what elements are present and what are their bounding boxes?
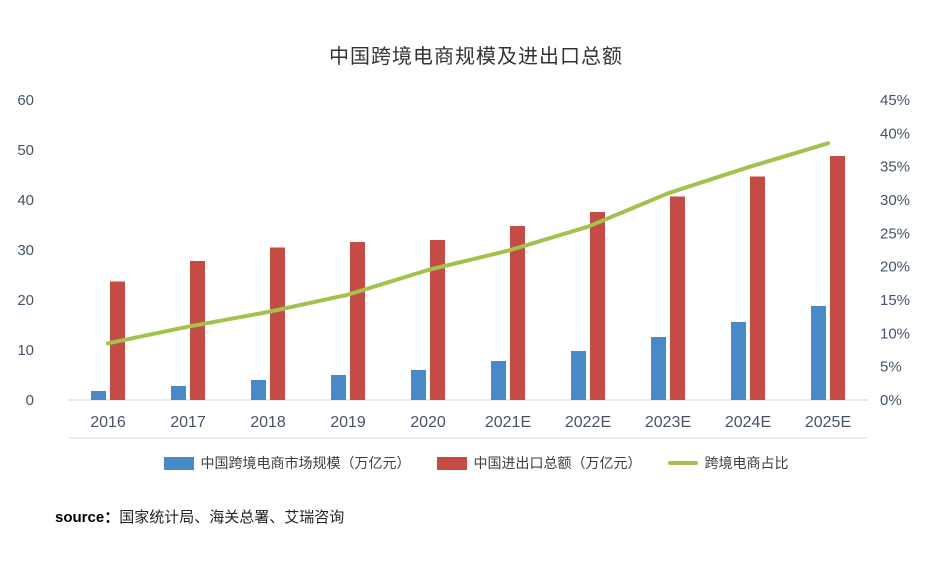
bar-market-size-2021E	[491, 361, 506, 400]
right-axis-tick-label: 10%	[880, 325, 910, 342]
legend-swatch-red-bar	[436, 456, 467, 470]
category-label: 2018	[250, 414, 286, 431]
bar-market-size-2024E	[731, 322, 746, 400]
legend-item-import-export: 中国进出口总额（万亿元）	[436, 453, 642, 473]
legend-swatch-blue-bar	[163, 456, 194, 470]
bar-import-export-2025E	[830, 156, 845, 400]
right-axis-tick-label: 45%	[880, 92, 910, 109]
bar-market-size-2023E	[651, 337, 666, 400]
bar-import-export-2023E	[670, 196, 685, 400]
legend-label-import-export: 中国进出口总额（万亿元）	[473, 455, 642, 471]
category-label: 2022E	[565, 414, 611, 431]
category-label: 2020	[410, 414, 446, 431]
bar-import-export-2019	[350, 242, 365, 400]
legend-item-market-size: 中国跨境电商市场规模（万亿元）	[163, 453, 411, 473]
bar-market-size-2016	[91, 391, 106, 400]
legend-label-share: 跨境电商占比	[704, 455, 789, 471]
chart-legend: 中国跨境电商市场规模（万亿元） 中国进出口总额（万亿元） 跨境电商占比	[0, 450, 952, 476]
bar-market-size-2018	[251, 380, 266, 400]
left-axis-tick-label: 30	[17, 242, 34, 259]
right-axis-tick-label: 25%	[880, 225, 910, 242]
right-axis-tick-label: 40%	[880, 125, 910, 142]
bar-import-export-2022E	[590, 212, 605, 400]
left-axis-tick-label: 60	[17, 92, 34, 109]
right-axis-tick-label: 20%	[880, 259, 910, 276]
right-axis-tick-label: 30%	[880, 192, 910, 209]
bar-market-size-2020	[411, 370, 426, 400]
legend-swatch-green-line	[667, 461, 698, 465]
bar-import-export-2018	[270, 247, 285, 400]
chart-plot-area: 0 10 20 30 40 50 60 0% 5% 10% 15% 20% 25% 30% 35% 40% 45…	[17, 92, 910, 439]
category-label: 2025E	[805, 414, 851, 431]
right-axis-tick-label: 0%	[880, 392, 902, 409]
source-note: source：国家统计局、海关总署、艾瑞咨询	[55, 506, 344, 527]
left-axis-tick-label: 10	[17, 342, 34, 359]
bar-market-size-2019	[331, 375, 346, 400]
bar-market-size-2017	[171, 386, 186, 400]
category-label: 2019	[330, 414, 366, 431]
source-label: source：	[55, 509, 120, 526]
category-label: 2016	[90, 414, 126, 431]
left-axis-tick-label: 40	[17, 192, 34, 209]
trend-line-share	[106, 141, 830, 346]
left-axis-tick-label: 50	[17, 142, 34, 159]
left-axis-tick-label: 20	[17, 292, 34, 309]
category-label: 2021E	[485, 414, 531, 431]
legend-item-share: 跨境电商占比	[667, 453, 789, 473]
right-axis-tick-label: 5%	[880, 359, 902, 376]
category-label: 2024E	[725, 414, 771, 431]
bar-import-export-2020	[430, 240, 445, 400]
legend-label-market-size: 中国跨境电商市场规模（万亿元）	[200, 455, 411, 471]
right-axis-tick-label: 35%	[880, 159, 910, 176]
bar-import-export-2017	[190, 261, 205, 400]
bar-import-export-2021E	[510, 226, 525, 400]
chart-title: 中国跨境电商规模及进出口总额	[329, 46, 623, 68]
bar-import-export-2024E	[750, 176, 765, 400]
bar-market-size-2025E	[811, 306, 826, 400]
right-axis-tick-label: 15%	[880, 292, 910, 309]
bar-market-size-2022E	[571, 351, 586, 400]
source-text: 国家统计局、海关总署、艾瑞咨询	[119, 509, 345, 526]
category-label: 2017	[170, 414, 206, 431]
left-axis-tick-label: 0	[26, 392, 34, 409]
category-label: 2023E	[645, 414, 691, 431]
